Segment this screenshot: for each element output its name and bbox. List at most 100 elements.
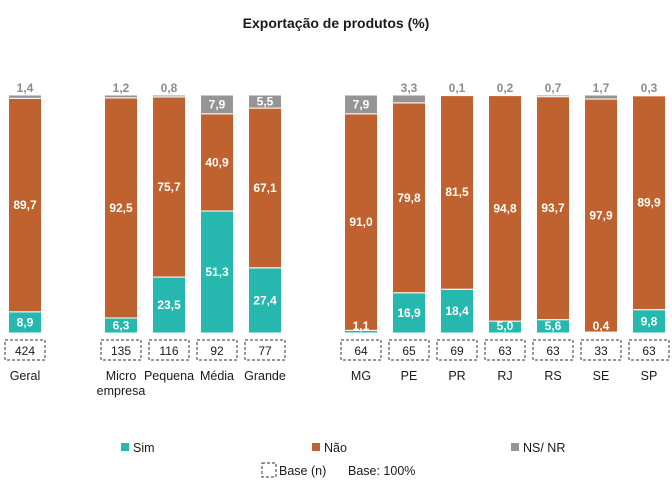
data-label-sim-10: 0,4 bbox=[593, 319, 610, 333]
base-n-1: 135 bbox=[111, 344, 131, 358]
base-n-10: 33 bbox=[594, 344, 608, 358]
bar-ns-nr-2 bbox=[152, 94, 186, 98]
category-label-0: Geral bbox=[10, 369, 41, 383]
bar-n-o-3 bbox=[200, 113, 234, 212]
bar-ns-nr-9 bbox=[536, 94, 570, 98]
data-label-nao-9: 93,7 bbox=[541, 201, 565, 215]
bar-ns-nr-4 bbox=[248, 94, 282, 109]
base-box-1 bbox=[100, 339, 142, 361]
category-label-2: Pequena bbox=[144, 369, 194, 383]
base-n-8: 63 bbox=[498, 344, 512, 358]
data-label-sim-0: 8,9 bbox=[17, 315, 34, 329]
category-label-6: PE bbox=[401, 369, 418, 383]
base-box-5 bbox=[340, 339, 382, 361]
bar-ns-nr-11 bbox=[632, 94, 666, 97]
bar-n-o-7 bbox=[440, 94, 474, 290]
base-box-6 bbox=[388, 339, 430, 361]
data-label-nao-6: 79,8 bbox=[397, 191, 421, 205]
data-label-sim-6: 16,9 bbox=[397, 306, 421, 320]
base-box-11 bbox=[628, 339, 670, 361]
base-box-9 bbox=[532, 339, 574, 361]
data-label-nao-10: 97,9 bbox=[589, 209, 613, 223]
bar-ns-nr-8 bbox=[488, 94, 522, 97]
data-label-sim-3: 51,3 bbox=[205, 265, 229, 279]
bar-n-o-0 bbox=[8, 97, 42, 313]
data-label-nao-3: 40,9 bbox=[205, 155, 229, 169]
category-label-9: RS bbox=[544, 369, 561, 383]
bar-n-o-6 bbox=[392, 102, 426, 294]
bar-ns-nr-7 bbox=[440, 94, 474, 97]
data-label-nsnr-10: 1,7 bbox=[593, 81, 610, 95]
bar-sim-3 bbox=[200, 210, 234, 334]
bar-sim-4 bbox=[248, 267, 282, 334]
data-label-nsnr-6: 3,3 bbox=[401, 81, 418, 95]
bar-sim-6 bbox=[392, 292, 426, 334]
base-note: Base: 100% bbox=[348, 464, 415, 478]
legend-swatch-n-o bbox=[312, 443, 320, 451]
base-n-7: 69 bbox=[450, 344, 464, 358]
category-label-11: SP bbox=[641, 369, 658, 383]
data-label-sim-11: 9,8 bbox=[641, 314, 658, 328]
base-box-0 bbox=[4, 339, 46, 361]
legend-label-sim: Sim bbox=[133, 441, 155, 455]
data-label-sim-4: 27,4 bbox=[253, 293, 277, 307]
data-label-sim-9: 5,6 bbox=[545, 319, 562, 333]
category-label-10: SE bbox=[593, 369, 610, 383]
base-n-4: 77 bbox=[258, 344, 272, 358]
base-n-5: 64 bbox=[354, 344, 368, 358]
data-label-nao-0: 89,7 bbox=[13, 198, 37, 212]
category-label-8: RJ bbox=[497, 369, 512, 383]
bar-n-o-10 bbox=[584, 98, 618, 333]
data-label-sim-1: 6,3 bbox=[113, 319, 130, 333]
data-label-nsnr-3: 7,9 bbox=[209, 97, 226, 111]
legend-label-n-o: Não bbox=[324, 441, 347, 455]
data-label-sim-8: 5,0 bbox=[497, 319, 514, 333]
base-box-10 bbox=[580, 339, 622, 361]
bar-ns-nr-0 bbox=[8, 94, 42, 99]
data-label-nao-4: 67,1 bbox=[253, 181, 277, 195]
bar-n-o-5 bbox=[344, 113, 378, 331]
legend-label-ns-nr: NS/ NR bbox=[523, 441, 565, 455]
legend-swatch-ns-nr bbox=[511, 443, 519, 451]
base-box-8 bbox=[484, 339, 526, 361]
category-label-5: MG bbox=[351, 369, 371, 383]
base-n-0: 424 bbox=[15, 344, 35, 358]
base-n-3: 92 bbox=[210, 344, 224, 358]
data-label-nao-11: 89,9 bbox=[637, 196, 661, 210]
bar-n-o-4 bbox=[248, 107, 282, 269]
footer: Base (n) Base: 100% bbox=[261, 462, 415, 478]
bar-ns-nr-1 bbox=[104, 94, 138, 99]
data-label-nao-2: 75,7 bbox=[157, 180, 181, 194]
bar-ns-nr-5 bbox=[344, 94, 378, 115]
base-n-11: 63 bbox=[642, 344, 656, 358]
category-label-1-1: empresa bbox=[97, 384, 146, 398]
base-box-4 bbox=[244, 339, 286, 361]
bar-n-o-8 bbox=[488, 94, 522, 322]
category-label-1-0: Micro bbox=[106, 369, 137, 383]
data-label-nsnr-4: 5,5 bbox=[257, 95, 274, 109]
base-legend-label: Base (n) bbox=[279, 464, 326, 478]
data-label-nao-1: 92,5 bbox=[109, 201, 133, 215]
data-label-nao-7: 81,5 bbox=[445, 185, 469, 199]
legend: Sim Não NS/ NR bbox=[121, 441, 565, 455]
bar-n-o-2 bbox=[152, 96, 186, 278]
category-label-7: PR bbox=[448, 369, 465, 383]
category-label-3: Média bbox=[200, 369, 234, 383]
data-label-nao-8: 94,8 bbox=[493, 201, 517, 215]
data-label-sim-7: 18,4 bbox=[445, 304, 469, 318]
bar-n-o-11 bbox=[632, 95, 666, 311]
data-label-nsnr-0: 1,4 bbox=[17, 81, 34, 95]
base-legend-box bbox=[261, 462, 277, 478]
data-label-nao-5: 91,0 bbox=[349, 215, 373, 229]
data-label-nsnr-8: 0,2 bbox=[497, 81, 514, 95]
legend-swatch-sim bbox=[121, 443, 129, 451]
bar-sim-7 bbox=[440, 288, 474, 334]
base-box-2 bbox=[148, 339, 190, 361]
data-label-nsnr-11: 0,3 bbox=[641, 81, 658, 95]
bars-group: 8,9 89,7 1,4 424 Geral 6,3 92,5 1,2 135 Microempr… bbox=[4, 81, 670, 398]
chart-title: Exportação de produtos (%) bbox=[243, 15, 430, 31]
bar-ns-nr-6 bbox=[392, 94, 426, 104]
data-label-nsnr-2: 0,8 bbox=[161, 81, 178, 95]
bar-n-o-9 bbox=[536, 96, 570, 321]
